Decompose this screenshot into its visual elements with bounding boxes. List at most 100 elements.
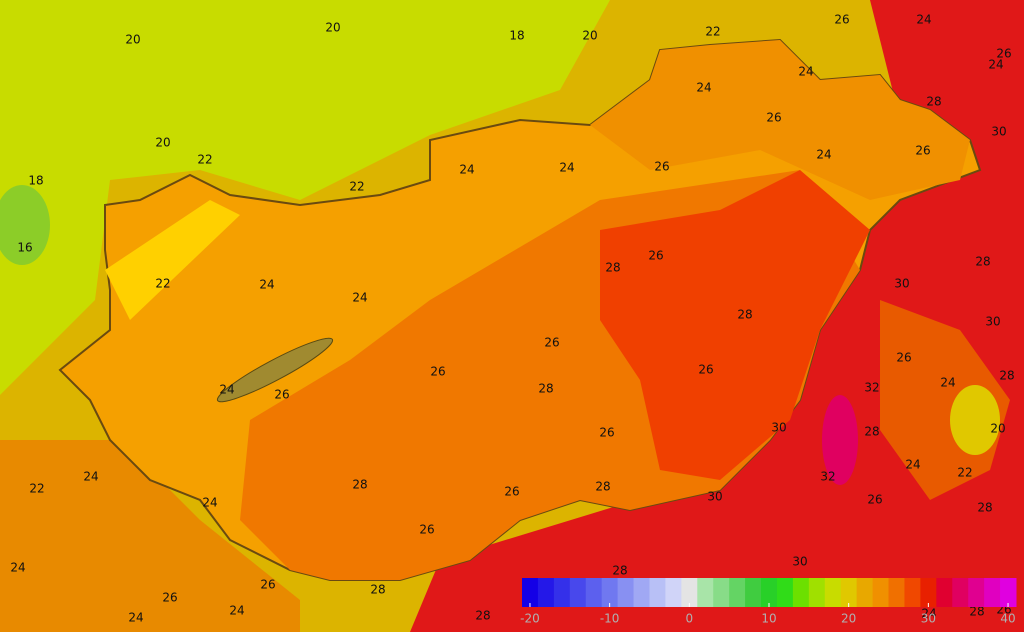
contour-label: 24 xyxy=(259,278,274,292)
contour-label: 26 xyxy=(419,523,434,537)
contour-label: 28 xyxy=(975,255,990,269)
contour-label: 32 xyxy=(820,470,835,484)
colorbar-swatch xyxy=(601,578,619,607)
colorbar-swatch xyxy=(569,578,587,607)
contour-label: 30 xyxy=(771,421,786,435)
contour-label: 24 xyxy=(10,561,25,575)
contour-label: 26 xyxy=(504,485,519,499)
contour-label: 26 xyxy=(915,144,930,158)
contour-label: 26 xyxy=(698,363,713,377)
colorbar-swatch xyxy=(633,578,650,607)
colorbar-swatch xyxy=(808,578,826,607)
colorbar-swatch xyxy=(537,578,555,607)
contour-label: 20 xyxy=(125,33,140,47)
colorbar-swatch xyxy=(824,578,842,607)
contour-label: 20 xyxy=(582,29,597,43)
contour-label: 24 xyxy=(352,291,367,305)
contour-label: 28 xyxy=(370,583,385,597)
contour-label: 24 xyxy=(219,383,234,397)
cool-band xyxy=(105,200,240,320)
colorbar-swatch xyxy=(1000,578,1017,607)
north-east xyxy=(590,40,970,200)
contour-label: 30 xyxy=(894,277,909,291)
contour-label: 26 xyxy=(260,578,275,592)
contour-label: 18 xyxy=(509,29,524,43)
contour-label: 22 xyxy=(29,482,44,496)
lake-balaton xyxy=(216,337,334,403)
contour-label: 26 xyxy=(599,426,614,440)
contour-label: 24 xyxy=(202,496,217,510)
contour-label: 28 xyxy=(977,501,992,515)
contour-label: 24 xyxy=(459,163,474,177)
colorbar-swatch xyxy=(968,578,985,607)
cool-spot xyxy=(0,185,50,265)
contour-label: 28 xyxy=(352,478,367,492)
contour-label: 28 xyxy=(475,609,490,623)
contour-label: 26 xyxy=(654,160,669,174)
contour-label: 24 xyxy=(905,458,920,472)
contour-label: 26 xyxy=(544,336,559,350)
contour-label: 24 xyxy=(988,58,1003,72)
colorbar-swatch xyxy=(792,578,810,607)
contour-label: 22 xyxy=(349,180,364,194)
contour-label: 24 xyxy=(559,161,574,175)
contour-label: 28 xyxy=(612,564,627,578)
contour-label: 24 xyxy=(921,607,936,621)
contour-label: 30 xyxy=(792,555,807,569)
colorbar-tick-label: -20 xyxy=(520,612,540,626)
colorbar-tick-label: -10 xyxy=(600,612,620,626)
colorbar-swatch xyxy=(649,578,666,607)
contour-label: 30 xyxy=(991,125,1006,139)
contour-label: 28 xyxy=(595,480,610,494)
colorbar-swatch xyxy=(713,578,730,607)
contour-label: 22 xyxy=(705,25,720,39)
contour-label: 16 xyxy=(17,241,32,255)
colorbar-swatch xyxy=(888,578,905,607)
contour-label: 24 xyxy=(798,65,813,79)
colorbar-tick-label: 20 xyxy=(841,612,856,626)
contour-label: 26 xyxy=(996,47,1011,61)
warm-zone xyxy=(0,440,300,632)
colorbar-swatch xyxy=(522,578,539,607)
contour-label: 28 xyxy=(969,605,984,619)
contour-label: 20 xyxy=(325,21,340,35)
contour-label: 24 xyxy=(940,376,955,390)
contour-label: 24 xyxy=(916,13,931,27)
contour-label: 28 xyxy=(926,95,941,109)
colorbar-swatch xyxy=(952,578,969,607)
contour-label: 24 xyxy=(83,470,98,484)
contour-label: 22 xyxy=(197,153,212,167)
colorbar-swatch xyxy=(936,578,953,607)
cool-zone xyxy=(0,0,610,395)
colorbar-swatch xyxy=(745,578,762,607)
contour-label: 24 xyxy=(816,148,831,162)
contour-label: 28 xyxy=(864,425,879,439)
contour-label: 20 xyxy=(990,422,1005,436)
colorbar-swatch xyxy=(681,578,698,607)
colorbar-swatch xyxy=(920,578,937,607)
colorbar-swatch xyxy=(904,578,921,607)
colorbar-swatch xyxy=(872,578,890,607)
colorbar-tick-label: 0 xyxy=(686,612,694,626)
contour-label: 26 xyxy=(430,365,445,379)
contour-label: 24 xyxy=(229,604,244,618)
colorbar-tick-label: 10 xyxy=(761,612,776,626)
mountain-cool xyxy=(950,385,1000,455)
hot-zone xyxy=(410,0,1024,632)
colorbar-swatch xyxy=(761,578,778,607)
contour-label: 32 xyxy=(864,381,879,395)
contour-label: 22 xyxy=(957,466,972,480)
colorbar-swatch xyxy=(984,578,1001,607)
contour-label: 28 xyxy=(605,261,620,275)
contour-label: 28 xyxy=(999,369,1014,383)
contour-label: 30 xyxy=(985,315,1000,329)
colorbar-swatch xyxy=(856,578,874,607)
colorbar-swatch xyxy=(665,578,682,607)
colorbar-swatch xyxy=(585,578,603,607)
colorbar-tick-label: 40 xyxy=(1000,612,1015,626)
hot-spot xyxy=(822,395,858,485)
colorbar-swatch xyxy=(776,578,794,607)
contour-label: 26 xyxy=(766,111,781,125)
contour-label: 26 xyxy=(162,591,177,605)
